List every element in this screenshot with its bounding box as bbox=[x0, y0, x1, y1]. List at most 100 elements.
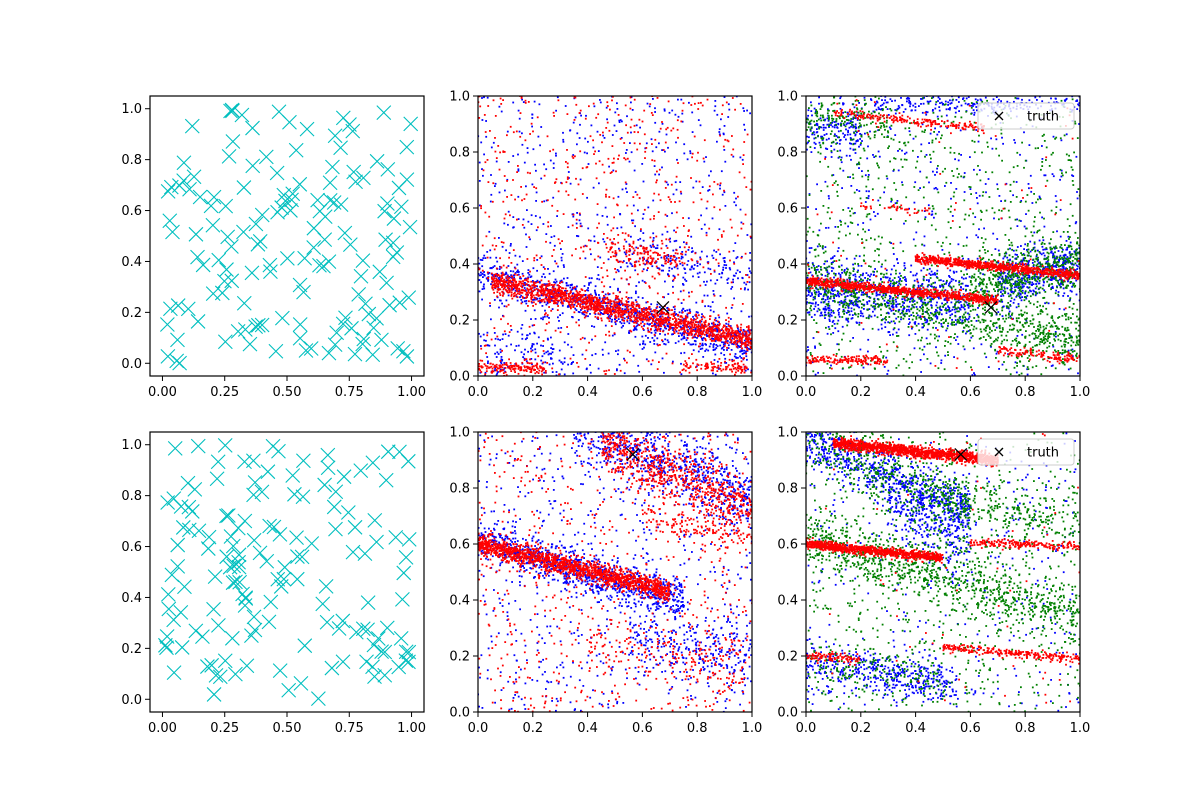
scatter-point bbox=[544, 309, 546, 312]
scatter-point bbox=[550, 309, 553, 312]
scatter-point bbox=[526, 296, 528, 298]
scatter-point bbox=[514, 254, 517, 257]
scatter-point bbox=[534, 163, 536, 166]
scatter-point bbox=[573, 96, 576, 99]
scatter-point bbox=[960, 304, 963, 306]
scatter-point bbox=[592, 102, 595, 105]
scatter-point bbox=[612, 311, 615, 314]
scatter-point bbox=[625, 183, 628, 185]
scatter-point bbox=[664, 141, 667, 144]
scatter-point bbox=[503, 217, 506, 220]
scatter-point bbox=[673, 321, 676, 323]
scatter-point bbox=[609, 286, 612, 288]
scatter-point bbox=[872, 302, 875, 304]
scatter-point bbox=[518, 255, 521, 258]
scatter-point bbox=[501, 359, 503, 362]
scatter-point bbox=[653, 192, 656, 195]
y-tick-label: 0.6 bbox=[121, 204, 142, 219]
scatter-point bbox=[657, 324, 659, 327]
scatter-point bbox=[711, 363, 713, 365]
scatter-point bbox=[575, 218, 578, 221]
scatter-point bbox=[661, 322, 663, 324]
scatter-point bbox=[537, 300, 540, 303]
scatter-point bbox=[844, 298, 847, 301]
scatter-point bbox=[709, 309, 712, 312]
scatter-point bbox=[700, 330, 703, 333]
scatter-point bbox=[668, 323, 671, 325]
scatter-point bbox=[905, 310, 908, 313]
scatter-point bbox=[683, 337, 686, 339]
scatter-point bbox=[640, 312, 643, 315]
scatter-point bbox=[276, 187, 292, 203]
scatter-point bbox=[525, 283, 528, 285]
scatter-point bbox=[667, 319, 669, 322]
scatter-point bbox=[636, 324, 639, 327]
scatter-point bbox=[562, 298, 565, 301]
scatter-point bbox=[546, 199, 549, 202]
scatter-point bbox=[655, 317, 658, 320]
scatter-point bbox=[545, 168, 548, 171]
scatter-point bbox=[675, 188, 678, 191]
scatter-point bbox=[595, 116, 598, 119]
scatter-point bbox=[516, 330, 519, 333]
scatter-point bbox=[669, 255, 672, 257]
scatter-point bbox=[626, 319, 629, 322]
scatter-point bbox=[484, 373, 487, 376]
scatter-point bbox=[613, 305, 616, 307]
scatter-point bbox=[627, 309, 629, 311]
scatter-point bbox=[716, 324, 718, 327]
scatter-point bbox=[683, 143, 686, 146]
scatter-point bbox=[523, 357, 526, 360]
scatter-point bbox=[621, 308, 624, 310]
scatter-point bbox=[600, 317, 603, 320]
scatter-point bbox=[702, 344, 704, 347]
scatter-point bbox=[529, 332, 531, 335]
scatter-point bbox=[546, 302, 549, 305]
scatter-point bbox=[542, 318, 544, 321]
scatter-point bbox=[490, 276, 493, 279]
scatter-point bbox=[580, 296, 583, 299]
scatter-point bbox=[640, 252, 643, 255]
scatter-point bbox=[750, 272, 752, 274]
scatter-point bbox=[748, 333, 751, 336]
scatter-point bbox=[720, 369, 723, 372]
scatter-point bbox=[554, 278, 557, 281]
scatter-point bbox=[513, 273, 516, 276]
scatter-point bbox=[693, 264, 696, 266]
scatter-point bbox=[682, 298, 685, 301]
scatter-point bbox=[825, 308, 828, 311]
scatter-point bbox=[579, 109, 582, 112]
scatter-point bbox=[585, 314, 588, 317]
scatter-point bbox=[630, 212, 633, 215]
scatter-point bbox=[296, 284, 311, 300]
scatter-point bbox=[612, 292, 615, 295]
scatter-point bbox=[830, 314, 833, 317]
scatter-point bbox=[928, 280, 930, 283]
scatter-point bbox=[713, 249, 715, 252]
scatter-point bbox=[547, 221, 550, 224]
scatter-point bbox=[507, 366, 510, 369]
scatter-point bbox=[714, 373, 717, 376]
scatter-point bbox=[502, 241, 505, 244]
scatter-point bbox=[478, 262, 481, 265]
scatter-point bbox=[497, 145, 500, 147]
scatter-point bbox=[594, 291, 597, 294]
scatter-point bbox=[602, 305, 605, 308]
scatter-point bbox=[692, 275, 694, 278]
scatter-point bbox=[600, 305, 603, 307]
scatter-point bbox=[623, 357, 625, 360]
scatter-point bbox=[653, 310, 656, 313]
scatter-point bbox=[701, 339, 704, 342]
scatter-point bbox=[572, 213, 575, 216]
scatter-point bbox=[615, 271, 618, 274]
scatter-point bbox=[548, 272, 551, 275]
scatter-point bbox=[558, 289, 561, 292]
scatter-point bbox=[620, 309, 623, 312]
scatter-point bbox=[724, 337, 727, 340]
scatter-point bbox=[861, 274, 864, 277]
scatter-point bbox=[724, 160, 727, 163]
scatter-point bbox=[722, 330, 725, 333]
scatter-point bbox=[639, 126, 641, 129]
scatter-point bbox=[625, 300, 628, 302]
scatter-point bbox=[532, 280, 534, 282]
